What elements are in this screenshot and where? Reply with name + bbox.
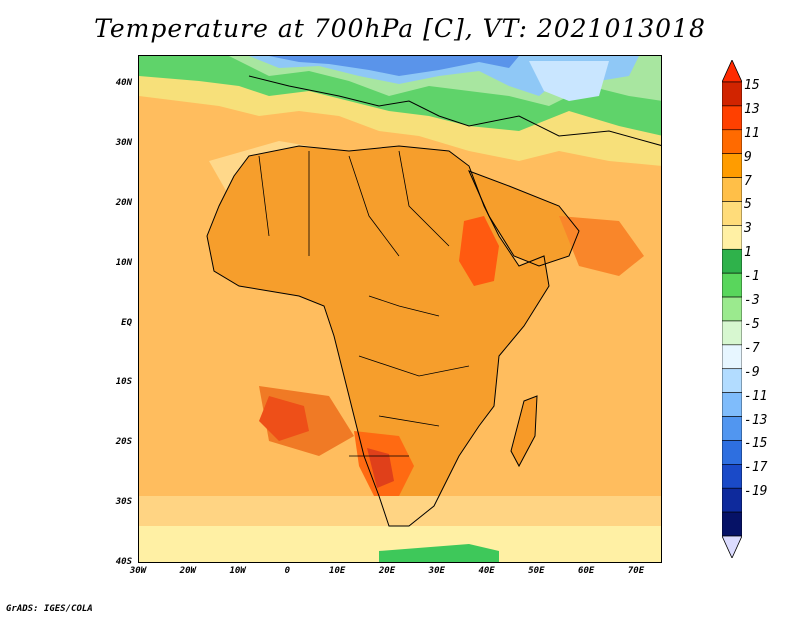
colorbar-label: -13: [744, 412, 768, 428]
colorbar-segment: [722, 440, 742, 465]
map-title: Temperature at 700hPa [C], VT: 202101301…: [94, 14, 706, 43]
country-borders: [258, 150, 470, 457]
colorbar-segment: [722, 129, 742, 154]
arabian-sea-warm: [559, 216, 644, 276]
lon-tick-label: 30E: [428, 566, 445, 576]
colorbar-label: 1: [744, 245, 752, 261]
lon-tick-label: 10W: [229, 566, 246, 576]
lat-tick-label: 10S: [115, 377, 132, 388]
colorbar-segment: [722, 272, 742, 298]
arabia-coastline: [468, 170, 580, 267]
colorbar-segment: [722, 177, 742, 202]
lon-tick-label: 0: [284, 566, 291, 576]
lon-tick-label: 20E: [378, 566, 396, 576]
lat-tick-label: EQ: [121, 317, 132, 328]
colorbar-label: 13: [744, 101, 760, 117]
colorbar-segment: [722, 153, 742, 178]
colorbar-segment: [722, 416, 742, 441]
colorbar-bottom-arrow: [722, 535, 742, 558]
africa-coastline: [206, 145, 550, 527]
lat-tick-label: 10N: [115, 257, 132, 268]
colorbar-label: -9: [744, 364, 760, 380]
lat-tick-label: 40N: [115, 78, 132, 88]
lon-tick-label: 10E: [329, 566, 346, 576]
colorbar-top-arrow: [722, 60, 742, 83]
colorbar-label: -15: [744, 436, 768, 452]
lon-tick-label: 70E: [627, 566, 645, 576]
colorbar-segment: [722, 201, 742, 226]
lat-tick-label: 30N: [115, 137, 132, 148]
colorbar-label: -3: [744, 293, 760, 309]
atlantic-hot-core: [259, 396, 309, 441]
colorbar-label: -5: [744, 316, 760, 332]
colorbar-segment: [722, 296, 742, 322]
colorbar-segment: [722, 105, 742, 131]
lon-tick-label: 20W: [179, 566, 196, 576]
lon-tick-label: 50E: [528, 566, 545, 576]
colorbar-segment: [722, 511, 742, 537]
colorbar-label: 7: [744, 173, 752, 189]
ethiopia-warm: [459, 216, 499, 286]
colorbar-segment: [722, 81, 742, 107]
colorbar-segment: [722, 368, 742, 393]
colorbar-segment: [722, 464, 742, 489]
lat-tick-label: 20S: [115, 437, 132, 448]
colorbar-label: -19: [744, 484, 768, 500]
coldest-band: [269, 56, 519, 76]
lat-tick-label: 30S: [115, 497, 132, 508]
colorbar-label: -17: [744, 460, 768, 476]
colorbar-label: 5: [744, 197, 752, 213]
colorbar-label: 3: [744, 221, 752, 237]
colorbar: [722, 60, 742, 558]
colorbar-label: 9: [744, 149, 752, 165]
temperature-map: [138, 55, 662, 563]
colorbar-label: 15: [744, 78, 760, 93]
southern-pale-band: [139, 526, 661, 562]
colorbar-label: -1: [744, 269, 760, 285]
madagascar-coastline: [510, 395, 538, 468]
lon-tick-label: 30W: [129, 566, 147, 576]
colorbar-segment: [722, 392, 742, 417]
madagascar-land: [511, 396, 537, 466]
arabia-land: [469, 171, 579, 266]
lon-tick-label: 60E: [578, 566, 595, 576]
southern-cool-patch: [379, 544, 499, 562]
lat-tick-label: 40S: [115, 557, 132, 567]
colorbar-segment: [722, 248, 742, 274]
colorbar-segment: [722, 320, 742, 346]
colorbar-segment: [722, 225, 742, 250]
colorbar-label: -11: [744, 388, 768, 404]
lat-tick-label: 20N: [115, 197, 132, 208]
credit-text: GrADS: IGES/COLA: [6, 604, 93, 614]
colorbar-label: -7: [744, 340, 760, 356]
cold-patch-east: [529, 61, 609, 101]
kalahari-hot-core: [367, 448, 394, 488]
lon-tick-label: 40E: [478, 566, 495, 576]
colorbar-segment: [722, 344, 742, 370]
colorbar-label: 11: [744, 125, 760, 141]
colorbar-segment: [722, 487, 742, 513]
mediterranean-coastline: [248, 75, 661, 146]
